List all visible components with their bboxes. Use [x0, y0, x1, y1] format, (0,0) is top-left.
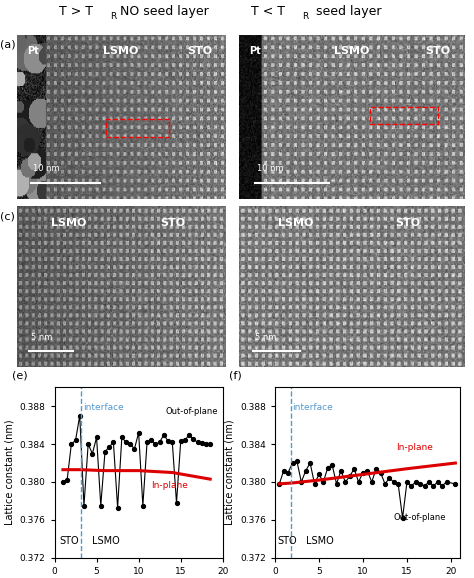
Text: LSMO: LSMO — [306, 536, 334, 546]
Text: interface: interface — [82, 403, 123, 413]
Text: Out-of-plane: Out-of-plane — [394, 513, 446, 522]
Text: STO: STO — [188, 46, 213, 56]
Text: 5 nm: 5 nm — [255, 333, 276, 342]
Text: 5 nm: 5 nm — [31, 333, 53, 342]
Text: STO: STO — [425, 46, 450, 56]
Y-axis label: Lattice constant (nm): Lattice constant (nm) — [225, 420, 235, 525]
Text: Out-of-plane: Out-of-plane — [165, 407, 218, 416]
Text: 10 nm: 10 nm — [33, 164, 60, 173]
Text: LSMO: LSMO — [103, 46, 138, 56]
Text: STO: STO — [160, 217, 186, 228]
Text: R: R — [302, 12, 308, 21]
Text: In-plane: In-plane — [151, 481, 188, 490]
Text: In-plane: In-plane — [396, 443, 433, 452]
Text: T < T: T < T — [251, 6, 285, 18]
Text: seed layer: seed layer — [308, 6, 382, 18]
Text: T > T: T > T — [59, 6, 93, 18]
Text: LSMO: LSMO — [278, 217, 313, 228]
Text: STO: STO — [60, 536, 79, 546]
Text: R: R — [110, 12, 116, 21]
Text: Pt: Pt — [249, 46, 261, 56]
Text: (c): (c) — [0, 211, 15, 221]
Text: LSMO: LSMO — [92, 536, 120, 546]
Text: (a): (a) — [0, 40, 16, 50]
Text: NO seed layer: NO seed layer — [116, 6, 209, 18]
Text: LSMO: LSMO — [51, 217, 86, 228]
Text: STO: STO — [278, 536, 297, 546]
Text: STO: STO — [396, 217, 421, 228]
Text: (e): (e) — [12, 370, 28, 380]
Text: LSMO: LSMO — [334, 46, 370, 56]
Text: (f): (f) — [228, 370, 241, 380]
Y-axis label: Lattice constant (nm): Lattice constant (nm) — [4, 420, 14, 525]
Text: 10 nm: 10 nm — [257, 164, 284, 173]
Text: Pt: Pt — [27, 46, 39, 56]
Text: interface: interface — [292, 403, 333, 413]
